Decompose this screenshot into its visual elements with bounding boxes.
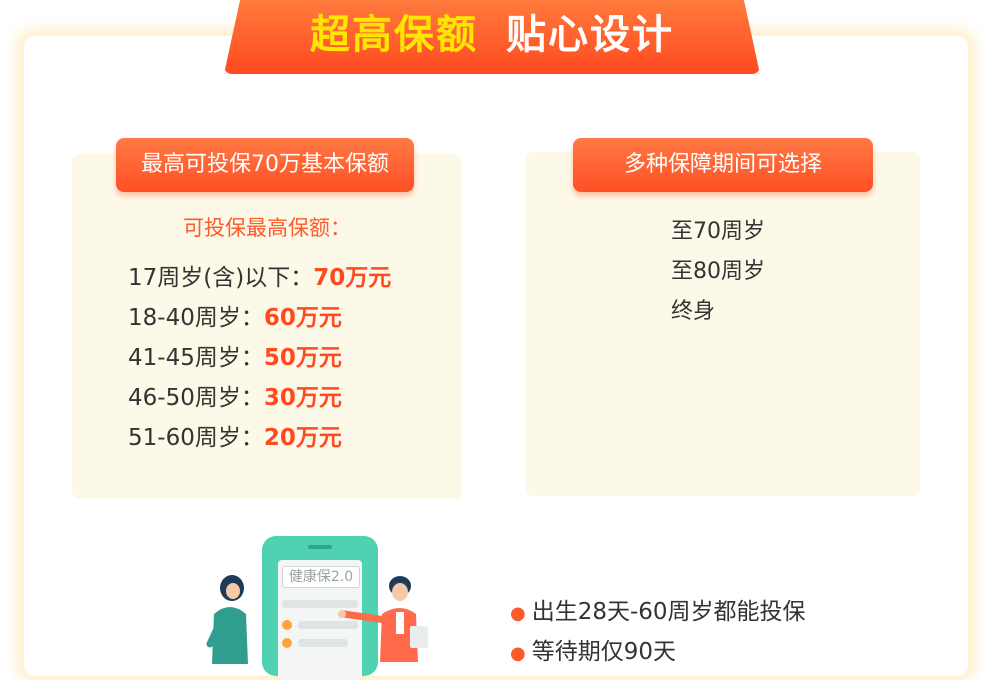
- coverage-subheading: 可投保最高保额：: [183, 216, 351, 240]
- coverage-age: 51-60周岁：: [128, 425, 264, 451]
- phone-notch: [308, 545, 332, 549]
- screen-bar: [298, 621, 358, 629]
- term-item: 至70周岁: [671, 219, 765, 244]
- coverage-row: 46-50周岁：30万元: [128, 382, 391, 422]
- feature-item: ● 出生28天-60周岁都能投保: [510, 596, 806, 636]
- coverage-panel: [72, 154, 462, 499]
- screen-bar: [282, 600, 358, 608]
- coverage-age: 41-45周岁：: [128, 345, 264, 371]
- phone-illustration: 健康保2.0: [262, 536, 378, 680]
- bullet-icon: ●: [510, 603, 526, 624]
- banner-title-rest: 贴心设计: [506, 12, 674, 58]
- term-item: 至80周岁: [671, 259, 765, 284]
- coverage-amount: 50万元: [263, 345, 342, 371]
- feature-list: ● 出生28天-60周岁都能投保 ● 等待期仅90天: [510, 596, 806, 676]
- coverage-row: 41-45周岁：50万元: [128, 342, 391, 382]
- coverage-age: 18-40周岁：: [128, 305, 264, 331]
- banner-title-highlight: 超高保额: [310, 12, 478, 58]
- term-tag: 多种保障期间可选择: [573, 138, 873, 192]
- term-list: 至70周岁 至80周岁 终身: [671, 216, 765, 336]
- coverage-row: 18-40周岁：60万元: [128, 302, 391, 342]
- title-banner: [224, 0, 760, 74]
- screen-dot: [282, 638, 292, 648]
- coverage-amount: 30万元: [263, 385, 342, 411]
- bullet-icon: ●: [510, 643, 526, 664]
- feature-item: ● 等待期仅90天: [510, 636, 806, 676]
- coverage-list: 17周岁(含)以下：70万元 18-40周岁：60万元 41-45周岁：50万元…: [128, 262, 391, 462]
- man-figure-icon: [338, 576, 428, 662]
- screen-bar: [298, 639, 348, 647]
- coverage-age: 46-50周岁：: [128, 385, 264, 411]
- banner-title: 超高保额 贴心设计: [224, 6, 760, 66]
- screen-label: 健康保2.0: [282, 566, 360, 588]
- term-item: 终身: [671, 299, 716, 324]
- coverage-amount: 60万元: [263, 305, 342, 331]
- screen-dot: [282, 620, 292, 630]
- coverage-amount: 70万元: [313, 265, 392, 291]
- coverage-amount: 20万元: [263, 425, 342, 451]
- coverage-row: 17周岁(含)以下：70万元: [128, 262, 391, 302]
- feature-text: 出生28天-60周岁都能投保: [531, 599, 806, 625]
- feature-text: 等待期仅90天: [531, 639, 676, 665]
- woman-figure-icon: [206, 575, 248, 664]
- coverage-tag: 最高可投保70万基本保额: [116, 138, 414, 192]
- illustration: 健康保2.0: [0, 520, 500, 680]
- term-panel: [526, 152, 920, 496]
- coverage-row: 51-60周岁：20万元: [128, 422, 391, 462]
- coverage-age: 17周岁(含)以下：: [128, 265, 314, 291]
